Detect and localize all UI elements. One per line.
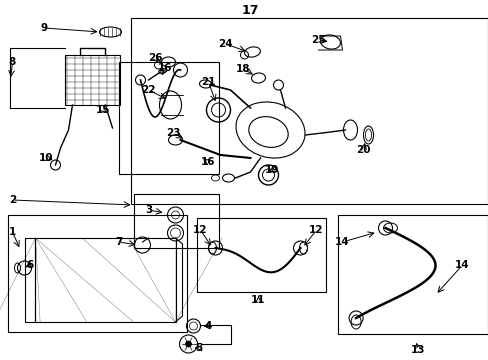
Text: 15: 15 xyxy=(96,105,110,115)
Text: 19: 19 xyxy=(265,165,279,175)
Text: 1: 1 xyxy=(9,227,16,237)
Text: 23: 23 xyxy=(166,128,181,138)
Text: 16: 16 xyxy=(158,63,172,73)
Bar xyxy=(133,194,218,248)
Bar xyxy=(337,215,487,334)
Text: 25: 25 xyxy=(311,35,325,45)
Text: 7: 7 xyxy=(115,237,122,247)
Text: 22: 22 xyxy=(141,85,156,95)
Text: 8: 8 xyxy=(9,57,16,67)
Text: 10: 10 xyxy=(39,153,54,163)
Text: 5: 5 xyxy=(195,343,202,353)
Bar xyxy=(8,215,186,332)
Text: 26: 26 xyxy=(148,53,163,63)
Bar xyxy=(36,238,175,322)
Text: 12: 12 xyxy=(308,225,323,235)
Text: 20: 20 xyxy=(356,145,370,155)
Bar xyxy=(196,218,325,292)
Text: 14: 14 xyxy=(454,260,469,270)
Text: 17: 17 xyxy=(241,4,259,17)
Bar xyxy=(119,62,218,174)
Bar xyxy=(130,18,487,204)
Bar xyxy=(25,238,36,322)
Text: 4: 4 xyxy=(204,321,212,331)
Text: 6: 6 xyxy=(27,260,34,270)
Text: 24: 24 xyxy=(218,39,232,49)
Text: 14: 14 xyxy=(334,237,349,247)
Circle shape xyxy=(185,341,191,347)
Text: 12: 12 xyxy=(193,225,207,235)
Text: 21: 21 xyxy=(201,77,215,87)
Text: 11: 11 xyxy=(251,295,265,305)
Text: 16: 16 xyxy=(201,157,215,167)
Text: 18: 18 xyxy=(236,64,250,74)
Text: 9: 9 xyxy=(41,23,48,33)
Text: 2: 2 xyxy=(9,195,16,205)
Text: 3: 3 xyxy=(144,205,152,215)
Text: 13: 13 xyxy=(410,345,425,355)
